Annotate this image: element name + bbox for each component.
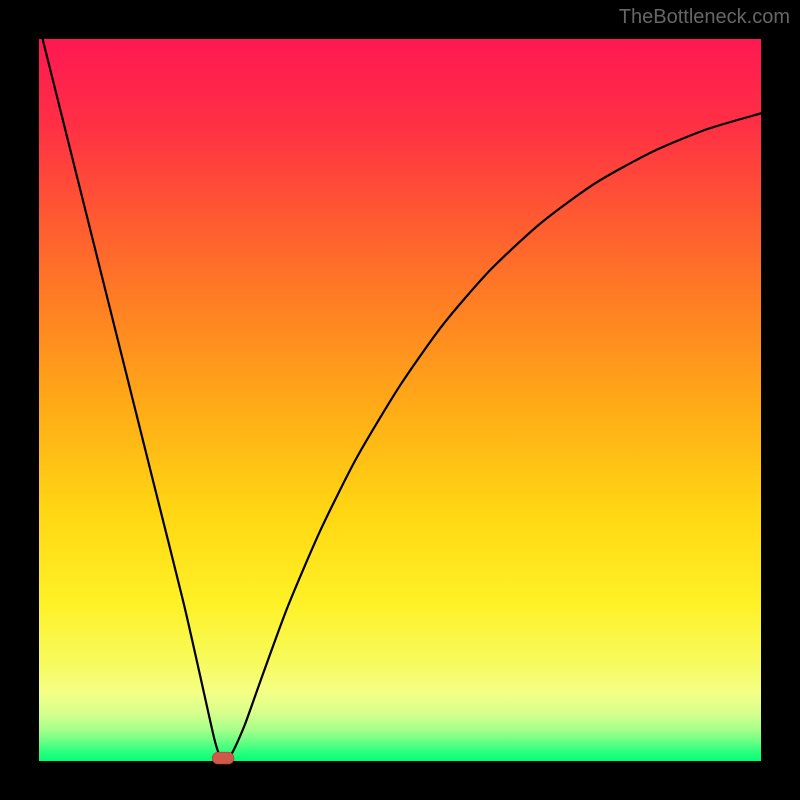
chart-svg	[0, 0, 800, 800]
chart-container: TheBottleneck.com	[0, 0, 800, 800]
optimum-marker	[212, 752, 234, 764]
watermark-text: TheBottleneck.com	[619, 6, 790, 29]
plot-background	[39, 39, 761, 761]
